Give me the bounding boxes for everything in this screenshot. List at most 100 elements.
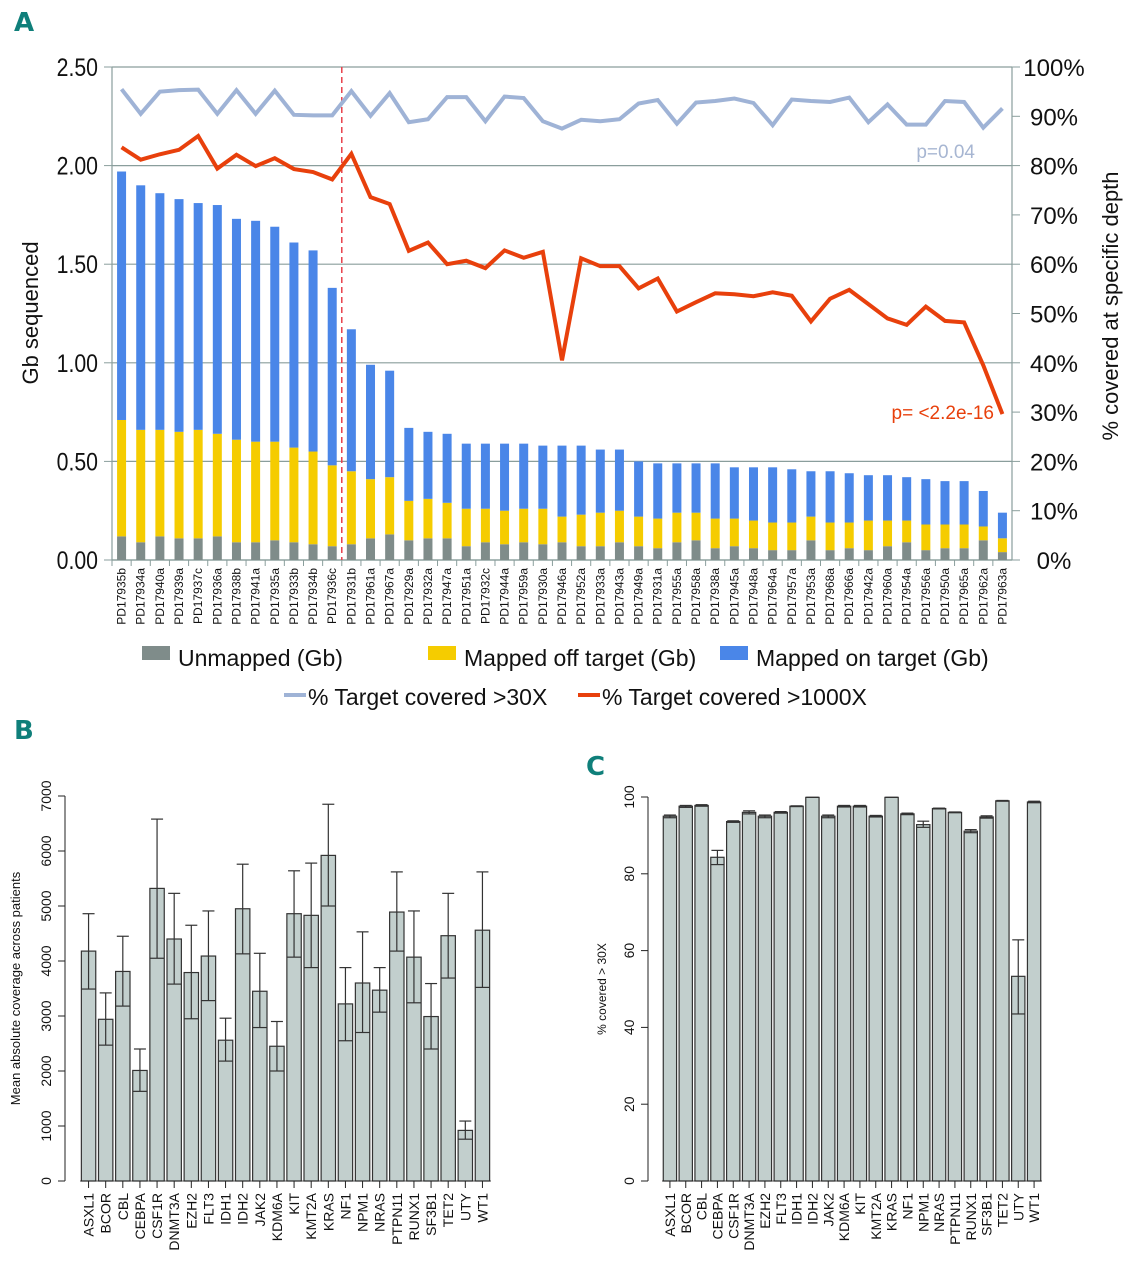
y-tick-label: 0.00 [57,546,98,574]
bar-segment [825,522,835,551]
bar-segment [710,518,720,549]
x-tick-label: PD17954a [900,568,914,625]
x-tick-label: BCOR [678,1193,694,1233]
y-axis-title: Mean absolute coverage across patients [8,871,23,1105]
y2-tick-label: 50% [1030,302,1078,329]
legend-mapped-on-target-label: Mapped on target (Gb) [756,645,989,671]
x-tick-label: NPM1 [915,1193,931,1232]
bar-segment [595,512,605,547]
x-tick-label: KRAS [884,1193,900,1231]
chart-a: 0.00 0.50 1.00 1.50 2.00 2.50 0% 10% 20% 30% 40% 50… [18,53,1123,710]
bar-segment [212,205,222,434]
bar-segment [997,552,1007,560]
y-tick-label: 40 [621,1019,637,1035]
x-tick-label: PD17936c [325,568,339,624]
bar-segment [614,510,624,543]
bar-segment [480,443,490,509]
bar-segment [327,546,337,560]
bar [710,856,725,1182]
x-tick-label: PD17956a [919,568,933,625]
x-tick-label: CBL [694,1193,710,1220]
x-tick-label: PD17934b [306,568,320,625]
x-tick-label: CBL [115,1193,131,1220]
bar-segment [519,443,529,509]
y2-tick-label: 90% [1030,104,1078,131]
y-tick-label: 1.00 [57,349,98,377]
x-tick-label: DNMT3A [166,1192,182,1250]
bar-segment [978,526,988,541]
bar-segment [978,490,988,527]
bar-segment [270,441,280,541]
bar-segment [672,542,682,560]
bar-segment [193,429,203,539]
bar-segment [806,516,816,541]
bar-segment [902,477,912,521]
x-tick-label: PD17932a [421,568,435,625]
x-tick-label: IDH2 [235,1193,251,1225]
bar-segment [231,439,241,543]
bar-segment [461,546,471,560]
x-tick-label: NRAS [372,1193,388,1232]
panel-b-label: B [14,716,34,746]
x-tick-label: PD17930a [536,568,550,625]
legend-30x-label: % Target covered >30X [308,684,547,710]
y2-tick-label: 80% [1030,154,1078,181]
bar-segment [653,548,663,560]
y2-tick-label: 30% [1030,400,1078,427]
x-tick-label: PD17935a [268,568,282,625]
x-tick-label: CSF1R [149,1193,165,1239]
bar-segment [519,542,529,560]
x-tick-label: PD17949a [632,568,646,625]
x-tick-label: PD17934a [134,568,148,625]
bar-segment [289,542,299,560]
x-tick-label: PD17929a [402,568,416,625]
bar-segment [385,534,395,560]
bar-segment [863,550,873,560]
bar-segment [270,540,280,560]
x-tick-label: JAK2 [820,1193,836,1227]
bar-segment [557,516,567,543]
bar-segment [710,463,720,519]
x-tick-label: KDM6A [836,1192,852,1241]
bar-segment [844,548,854,560]
x-tick-label: EZH2 [183,1193,199,1229]
bar-segment [787,469,797,523]
bar [789,805,804,1182]
bar-segment [423,538,433,560]
x-tick-label: PD17933b [287,568,301,625]
bar-segment [500,443,510,511]
x-tick-label: KMT2A [868,1192,884,1239]
y-tick-label: 3000 [38,1000,54,1031]
y-tick-label: 6000 [38,835,54,866]
x-tick-label: PD17957a [785,568,799,625]
bar-segment [231,542,241,560]
x-tick-label: FLT3 [773,1193,789,1225]
legend-1000x-label: % Target covered >1000X [602,684,867,710]
bar-segment [806,540,816,560]
bar-segment [155,193,165,430]
x-tick-label: PD17952a [574,568,588,625]
bar-segment [346,544,356,560]
bar-segment [634,461,644,517]
bar-segment [308,250,318,452]
x-tick-label: PD17940a [153,568,167,625]
x-tick-label: IDH1 [218,1193,234,1225]
bar-segment [251,542,261,560]
x-tick-label: IDH1 [789,1193,805,1225]
bar [900,813,915,1182]
bar-segment [231,218,241,440]
bar-segment [538,445,548,509]
bar-segment [155,536,165,560]
x-tick-label: PD17963a [995,568,1009,625]
bar-segment [806,471,816,517]
x-tick-label: PD17967a [383,568,397,625]
bar-segment [940,481,950,525]
x-tick-label: PD17968a [823,568,837,625]
bar-segment [404,540,414,560]
annotation-p-30x: p=0.04 [916,142,975,163]
x-tick-label: PD17937c [191,568,205,624]
bar-segment [768,550,778,560]
legend-mapped-on-target-swatch [720,646,748,660]
bar [884,796,899,1182]
bar-segment [634,546,644,560]
